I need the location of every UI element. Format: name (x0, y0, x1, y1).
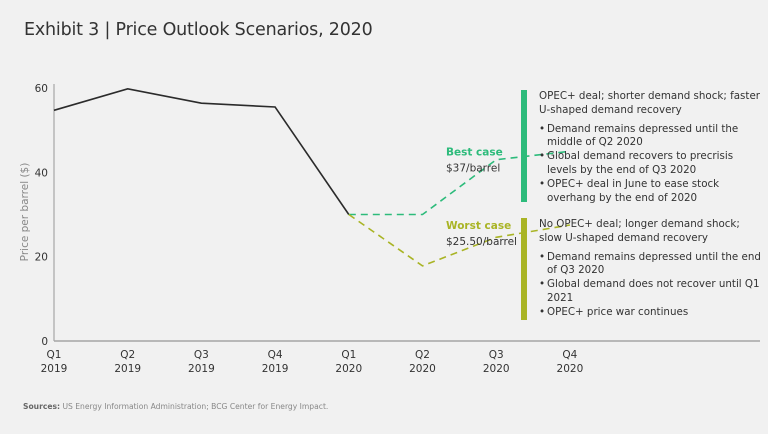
sources-label: Sources: (23, 402, 61, 411)
scenario-color-bar (521, 90, 527, 202)
y-tick-label: 0 (41, 336, 48, 348)
scenario-bullets: Demand remains depressed until the middl… (539, 123, 761, 206)
case-label-worst-case: Worst case (446, 220, 511, 232)
x-tick-label-year: 2020 (335, 363, 362, 375)
sources-text: US Energy Information Administration; BC… (60, 402, 329, 411)
case-value-best-case: $37/barrel (446, 162, 500, 174)
x-tick-label-year: 2020 (409, 363, 436, 375)
x-tick-label-quarter: Q1 (341, 349, 356, 361)
x-tick-label-quarter: Q3 (489, 349, 504, 361)
scenario-heading: OPEC+ deal; shorter demand shock; faster… (539, 90, 761, 116)
x-tick-label-quarter: Q2 (415, 349, 430, 361)
x-tick-label-quarter: Q1 (47, 349, 62, 361)
y-tick-label: 60 (35, 83, 48, 95)
x-tick-label-year: 2019 (114, 363, 141, 375)
axes: 0 20 40 60 Q1 2019 Q2 2019 Q3 2019 Q4 2019 Q1 2020 Q2 2… (19, 83, 760, 375)
exhibit-title: Exhibit 3 | Price Outlook Scenarios, 202… (24, 20, 373, 40)
scenario-bullet: Demand remains depressed until the middl… (539, 123, 761, 151)
scenario-bullet: Global demand recovers to precrisis leve… (539, 150, 761, 178)
case-label-best-case: Best case (446, 146, 503, 158)
series-line-worst-case (348, 213, 571, 267)
series-line-historical (53, 87, 350, 215)
scenario-best-case: OPEC+ deal; shorter demand shock; faster… (521, 90, 761, 205)
scenario-heading: No OPEC+ deal; longer demand shock; slow… (539, 218, 740, 244)
series-line-best-case (348, 150, 570, 216)
scenario-bullet: Global demand does not recover until Q1 … (539, 278, 761, 306)
y-axis-label: Price per barrel ($) (19, 163, 31, 262)
scenario-bullet: OPEC+ price war continues (539, 306, 761, 320)
x-tick-label-year: 2019 (188, 363, 215, 375)
series-lines (53, 87, 571, 267)
scenario-bullets: Demand remains depressed until the end o… (539, 251, 761, 320)
y-tick-label: 40 (35, 167, 48, 179)
case-labels: Best case $37/barrel Worst case $25.50/barr… (446, 146, 517, 248)
x-tick-label-year: 2019 (262, 363, 289, 375)
case-value-worst-case: $25.50/barrel (446, 236, 517, 248)
x-tick-label-quarter: Q4 (562, 349, 577, 361)
scenario-bullet: Demand remains depressed until the end o… (539, 251, 761, 279)
x-tick-label-quarter: Q4 (268, 349, 283, 361)
x-tick-label-year: 2019 (41, 363, 68, 375)
y-tick-label: 20 (35, 252, 48, 264)
x-tick-label-year: 2020 (483, 363, 510, 375)
x-tick-label-year: 2020 (557, 363, 584, 375)
scenario-worst-case: No OPEC+ deal; longer demand shock; slow… (521, 218, 761, 320)
x-tick-label-quarter: Q3 (194, 349, 209, 361)
scenario-color-bar (521, 218, 527, 320)
x-tick-label-quarter: Q2 (120, 349, 135, 361)
scenario-bullet: OPEC+ deal in June to ease stock overhan… (539, 178, 761, 206)
sources-note: Sources: US Energy Information Administr… (23, 402, 328, 411)
